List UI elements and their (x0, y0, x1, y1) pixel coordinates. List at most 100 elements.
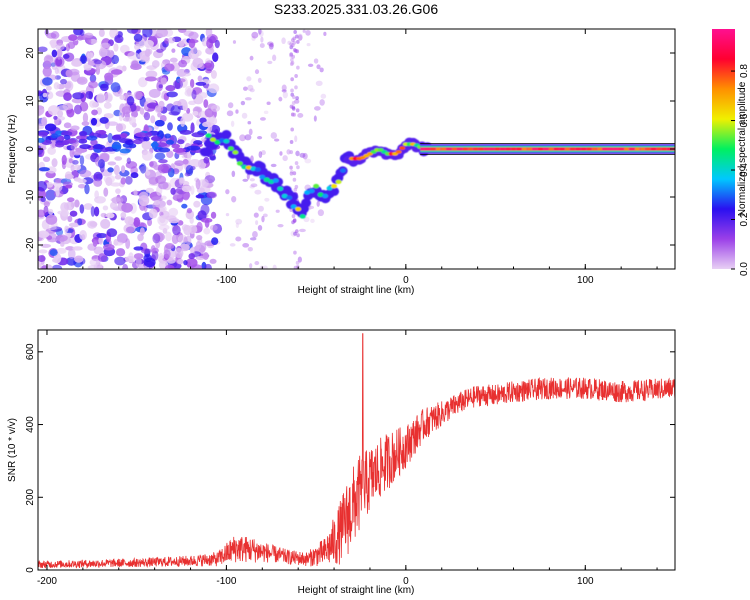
ridge-core (326, 185, 333, 191)
spectrogram-blob (201, 217, 213, 223)
spectrogram-blob (139, 163, 147, 174)
spectrogram-blob (65, 43, 71, 52)
ridge-core (340, 168, 347, 173)
ridge-core (424, 147, 430, 151)
spectrogram-blob (290, 88, 294, 93)
spectrogram-blob (251, 31, 259, 39)
spectrogram-blob (133, 253, 144, 260)
spectrogram-blob (185, 85, 194, 94)
ridge-core (308, 188, 315, 194)
spectrogram-blob (244, 97, 252, 101)
spectrogram-blob (85, 91, 94, 99)
colorbar: 0.0 0.2 0.4 0.6 0.8 Normalized spectral ampl… (712, 29, 750, 276)
ridge-core (435, 147, 441, 151)
spectrogram-blob (189, 78, 195, 89)
spectrogram-blob (98, 29, 105, 38)
ridge-core (554, 147, 560, 151)
spectrogram-blob (94, 190, 100, 199)
spectrogram-blob (144, 48, 151, 57)
spectrogram-blob (62, 139, 70, 145)
spectrogram-blob (38, 123, 45, 130)
spectrogram-blob (83, 203, 93, 210)
spectrogram-blob (38, 167, 50, 172)
ridge-core (441, 147, 447, 151)
ridge-core (272, 178, 279, 183)
spectrogram-blob (319, 99, 325, 106)
spectrogram-blob (70, 164, 75, 172)
snr-x-tick-label: -100 (216, 576, 236, 587)
spectrogram-blob (294, 99, 300, 104)
spectrogram-blob (197, 75, 203, 82)
spectrogram-blob (183, 259, 188, 266)
spectrogram-blob (77, 178, 87, 184)
spectrogram-blob (55, 186, 60, 197)
spectrogram-blob (70, 60, 82, 67)
spectrogram-blob (174, 247, 184, 259)
spectrogram-blob (96, 93, 106, 104)
spectrogram-blob (38, 261, 42, 268)
spectrogram-blob (66, 108, 75, 118)
snr-x-tick-label: 0 (403, 576, 409, 587)
spectrogram-blob (272, 264, 277, 269)
spectrogram-blob (100, 42, 111, 49)
spectrogram-blob (110, 69, 123, 75)
spectrogram-blob (87, 220, 98, 229)
spectrogram-blob (242, 178, 249, 182)
spectrogram-blob (142, 29, 153, 38)
spectrogram-blob (74, 199, 80, 208)
spectrogram-blob (170, 187, 176, 195)
ridge-core (254, 167, 261, 172)
spectrogram-y-tick-label: 20 (25, 47, 36, 59)
spectrogram-blob (46, 32, 57, 39)
spectrogram-blob (139, 227, 145, 236)
spectrogram-blob (241, 112, 248, 119)
spectrogram-blob (250, 155, 254, 163)
spectrogram-blob (125, 176, 133, 185)
spectrogram-blob (60, 202, 70, 213)
colorbar-axis: 0.0 0.2 0.4 0.6 0.8 (731, 64, 750, 276)
spectrogram-blob (145, 70, 158, 79)
ridge-core (500, 147, 506, 151)
spectrogram-blob (159, 214, 166, 224)
spectrogram-blob (167, 122, 173, 131)
ridge-halo (221, 129, 232, 139)
spectrogram-blob (53, 82, 60, 90)
spectrogram-blob (229, 243, 236, 247)
spectrogram-blob (190, 122, 195, 134)
spectrogram-blob (294, 161, 299, 166)
spectrogram-blob (125, 238, 131, 250)
spectrogram-blob (99, 116, 109, 124)
spectrogram-blob (42, 77, 53, 86)
spectrogram-blob (87, 264, 100, 269)
spectrogram-blob (316, 200, 320, 207)
spectrogram-blob (258, 151, 263, 158)
spectrogram-blob (211, 237, 219, 246)
spectrogram-blob (169, 57, 178, 63)
spectrogram-blob (252, 231, 258, 238)
spectrogram-blob (56, 247, 67, 254)
ridge-halo (202, 147, 213, 157)
spectrogram-blob (258, 29, 262, 35)
spectrogram-y-tick-label: -10 (25, 189, 36, 204)
spectrogram-blob (209, 224, 218, 231)
spectrogram-blob (90, 139, 98, 146)
spectrogram-blob (127, 51, 139, 60)
spectrogram-blob (247, 247, 253, 252)
spectrogram-blob (178, 177, 184, 185)
spectrogram-blob (306, 42, 311, 47)
spectrogram-blob (76, 135, 90, 141)
spectrogram-blob (93, 173, 99, 181)
spectrogram-blob (295, 260, 300, 265)
spectrogram-blob (226, 110, 234, 117)
spectrogram-blob (279, 151, 283, 156)
spectrogram-blob (158, 147, 171, 153)
spectrogram-blob (90, 117, 98, 126)
spectrogram-blob (165, 231, 172, 242)
ridge-core (227, 146, 234, 151)
spectrogram-blob (38, 137, 45, 143)
spectrogram-blob (43, 54, 54, 64)
spectrogram-blob (56, 116, 66, 121)
spectrogram-blob (151, 60, 160, 68)
ridge-core (640, 147, 646, 151)
